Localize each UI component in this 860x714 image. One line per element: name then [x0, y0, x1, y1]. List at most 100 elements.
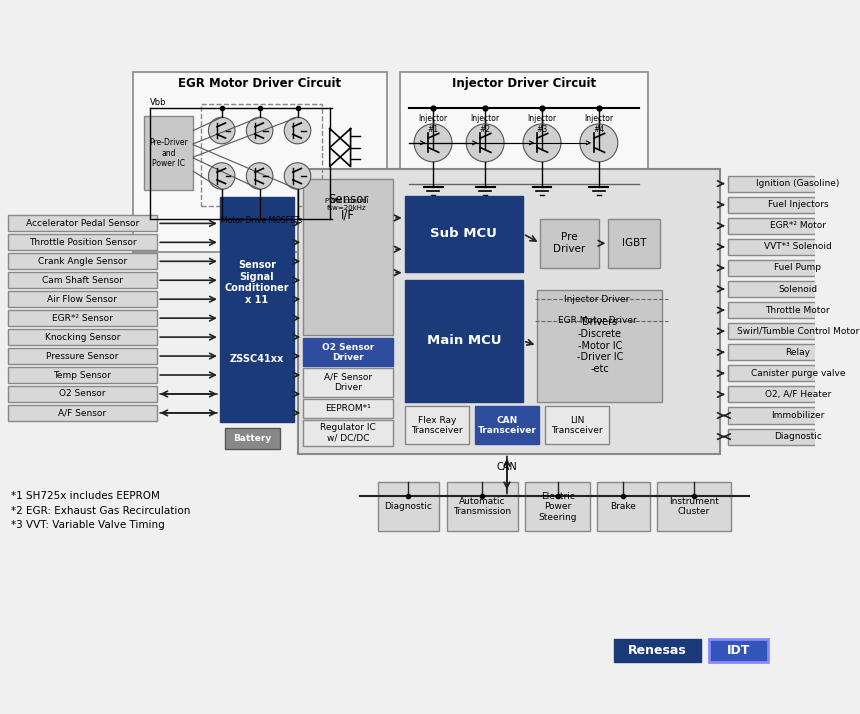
Text: Motor Drive MOSFETs: Motor Drive MOSFETs	[221, 216, 302, 225]
Text: Pre
Driver: Pre Driver	[553, 233, 586, 254]
Text: Pressure Sensor: Pressure Sensor	[46, 351, 119, 361]
FancyBboxPatch shape	[709, 639, 767, 662]
FancyBboxPatch shape	[400, 72, 648, 252]
Text: Diagnostic: Diagnostic	[384, 502, 433, 511]
FancyBboxPatch shape	[525, 482, 590, 531]
Text: Automatic
Transmission: Automatic Transmission	[453, 497, 512, 516]
FancyBboxPatch shape	[728, 238, 860, 255]
FancyBboxPatch shape	[8, 405, 157, 421]
FancyBboxPatch shape	[144, 116, 194, 190]
FancyBboxPatch shape	[475, 406, 539, 444]
Text: Sub MCU: Sub MCU	[430, 227, 497, 241]
FancyBboxPatch shape	[404, 406, 469, 444]
FancyBboxPatch shape	[728, 218, 860, 233]
FancyBboxPatch shape	[220, 197, 294, 423]
FancyBboxPatch shape	[8, 310, 157, 326]
Text: EEPROM*¹: EEPROM*¹	[325, 403, 372, 413]
FancyBboxPatch shape	[304, 368, 393, 397]
Text: Injector
#1: Injector #1	[419, 114, 447, 134]
FancyBboxPatch shape	[8, 291, 157, 307]
FancyBboxPatch shape	[614, 639, 701, 662]
FancyBboxPatch shape	[8, 329, 157, 345]
Text: PWM control
fsw=20kHz: PWM control fsw=20kHz	[325, 198, 369, 211]
Text: Knocking Sensor: Knocking Sensor	[45, 333, 120, 341]
FancyBboxPatch shape	[608, 218, 660, 268]
Text: *3 VVT: Variable Valve Timing: *3 VVT: Variable Valve Timing	[11, 520, 165, 530]
Text: Injector Driver: Injector Driver	[564, 295, 630, 303]
Circle shape	[523, 124, 561, 162]
Text: Vbb: Vbb	[150, 98, 166, 106]
Text: EGR*² Motor: EGR*² Motor	[770, 221, 826, 231]
Circle shape	[246, 117, 273, 144]
FancyBboxPatch shape	[298, 169, 720, 453]
Text: Brake: Brake	[611, 502, 636, 511]
Text: Sensor
I/F: Sensor I/F	[328, 193, 368, 221]
Text: Swirl/Tumble Control Motor: Swirl/Tumble Control Motor	[737, 327, 859, 336]
Text: EGR Motor Driver Circuit: EGR Motor Driver Circuit	[178, 76, 341, 90]
FancyBboxPatch shape	[404, 281, 523, 401]
FancyBboxPatch shape	[728, 408, 860, 423]
Text: Throttle Motor: Throttle Motor	[765, 306, 830, 315]
FancyBboxPatch shape	[8, 386, 157, 402]
Text: Immobilizer: Immobilizer	[771, 411, 825, 420]
Circle shape	[208, 163, 235, 189]
Text: Solenoid: Solenoid	[778, 284, 817, 293]
Text: VVT*³ Solenoid: VVT*³ Solenoid	[764, 242, 832, 251]
FancyBboxPatch shape	[728, 260, 860, 276]
Circle shape	[414, 124, 452, 162]
Text: Pre-Driver
and
Power IC: Pre-Driver and Power IC	[150, 139, 188, 169]
FancyBboxPatch shape	[8, 367, 157, 383]
Text: Drivers
-Discrete
-Motor IC
-Driver IC
-etc: Drivers -Discrete -Motor IC -Driver IC -…	[576, 318, 623, 374]
FancyBboxPatch shape	[728, 386, 860, 403]
Text: Throttle Position Sensor: Throttle Position Sensor	[28, 238, 136, 247]
Text: IGBT: IGBT	[622, 238, 647, 248]
FancyBboxPatch shape	[8, 216, 157, 231]
FancyBboxPatch shape	[304, 179, 393, 335]
FancyBboxPatch shape	[540, 218, 599, 268]
Text: Air Flow Sensor: Air Flow Sensor	[47, 295, 117, 303]
Text: *2 EGR: Exhaust Gas Recirculation: *2 EGR: Exhaust Gas Recirculation	[11, 506, 191, 516]
Text: Regulator IC
w/ DC/DC: Regulator IC w/ DC/DC	[320, 423, 376, 443]
FancyBboxPatch shape	[728, 366, 860, 381]
FancyBboxPatch shape	[378, 482, 439, 531]
Text: Ignition (Gasoline): Ignition (Gasoline)	[756, 179, 839, 188]
FancyBboxPatch shape	[8, 234, 157, 251]
Text: Relay: Relay	[785, 348, 810, 357]
Text: O2 Sensor
Driver: O2 Sensor Driver	[322, 343, 374, 362]
FancyBboxPatch shape	[728, 281, 860, 297]
Text: Injector
#4: Injector #4	[584, 114, 613, 134]
Circle shape	[285, 163, 310, 189]
FancyBboxPatch shape	[728, 302, 860, 318]
Text: EGR*² Sensor: EGR*² Sensor	[52, 313, 113, 323]
Text: A/F Sensor
Driver: A/F Sensor Driver	[324, 373, 372, 392]
Text: CAN
Transceiver: CAN Transceiver	[477, 416, 537, 435]
FancyBboxPatch shape	[132, 72, 387, 252]
FancyBboxPatch shape	[538, 290, 662, 401]
Circle shape	[466, 124, 504, 162]
Text: EGR Motor Driver: EGR Motor Driver	[557, 316, 636, 326]
Text: Injector
#3: Injector #3	[527, 114, 556, 134]
FancyBboxPatch shape	[728, 323, 860, 339]
FancyBboxPatch shape	[304, 420, 393, 446]
Text: Fuel Injectors: Fuel Injectors	[767, 200, 828, 209]
Text: Injector
#2: Injector #2	[470, 114, 500, 134]
Text: Temp Sensor: Temp Sensor	[53, 371, 112, 380]
FancyBboxPatch shape	[728, 176, 860, 191]
FancyBboxPatch shape	[8, 253, 157, 269]
Text: IDT: IDT	[727, 644, 750, 658]
FancyBboxPatch shape	[446, 482, 518, 531]
Text: Injector Driver Circuit: Injector Driver Circuit	[452, 76, 596, 90]
Circle shape	[580, 124, 617, 162]
FancyBboxPatch shape	[425, 129, 441, 149]
Circle shape	[246, 163, 273, 189]
FancyBboxPatch shape	[728, 344, 860, 361]
Text: O2 Sensor: O2 Sensor	[59, 389, 106, 398]
Text: LIN
Transceiver: LIN Transceiver	[551, 416, 603, 435]
Text: Flex Ray
Transceiver: Flex Ray Transceiver	[411, 416, 463, 435]
FancyBboxPatch shape	[657, 482, 731, 531]
FancyBboxPatch shape	[224, 428, 280, 449]
Text: Sensor
Signal
Conditioner
x 11: Sensor Signal Conditioner x 11	[224, 260, 289, 305]
Text: *1 SH725x includes EEPROM: *1 SH725x includes EEPROM	[11, 491, 160, 501]
FancyBboxPatch shape	[304, 398, 393, 418]
FancyBboxPatch shape	[590, 129, 607, 149]
